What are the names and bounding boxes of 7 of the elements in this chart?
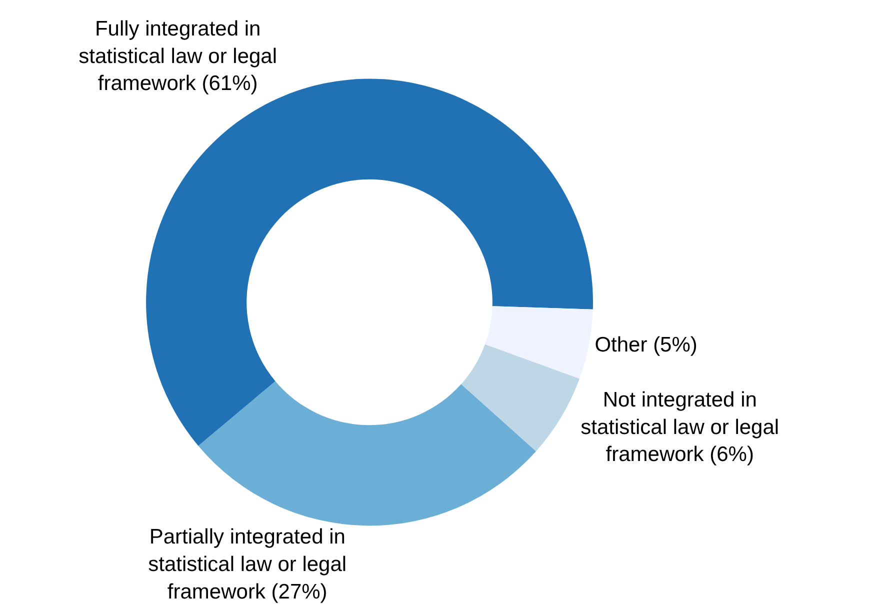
donut-slice <box>485 306 593 379</box>
slice-label: Partially integrated in statistical law or legal framework (27%) <box>148 526 347 604</box>
donut-slice <box>198 381 536 526</box>
slice-label: Other (5%) <box>594 333 698 356</box>
slice-label: Fully integrated in statistical law or legal framework (61%) <box>78 18 278 96</box>
slice-label: Not integrated in statistical law or legal framework (6%) <box>580 388 780 466</box>
donut-slice <box>461 344 580 452</box>
